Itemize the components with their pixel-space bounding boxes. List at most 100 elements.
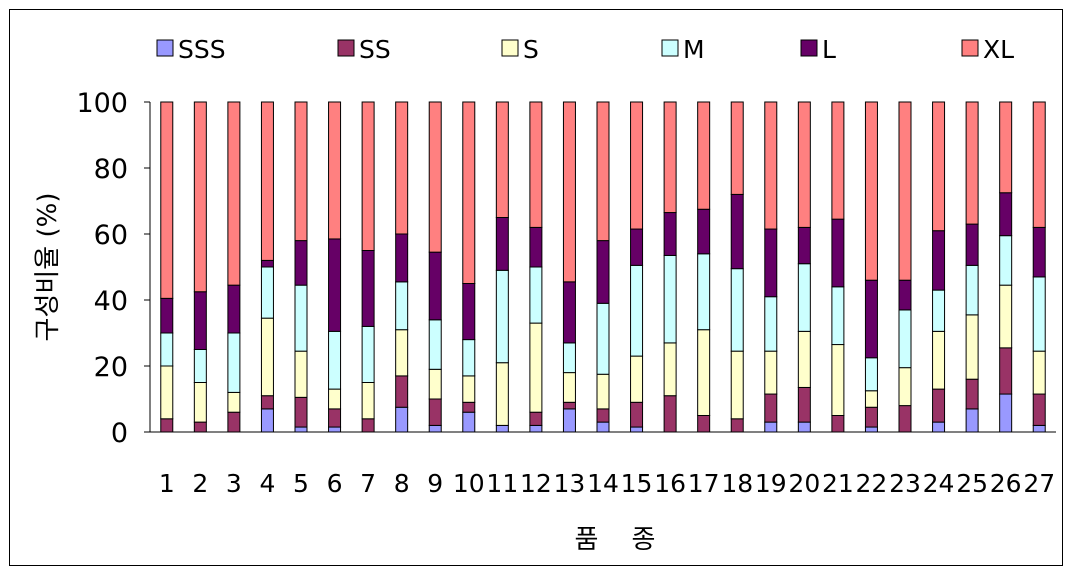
bar-segment-s	[294, 350, 308, 398]
bar-segment-ss	[1032, 393, 1046, 426]
bar-segment-s	[764, 350, 778, 395]
bar-segment-l	[294, 240, 308, 286]
bar-segment-m	[596, 302, 610, 375]
bar-segment-sss	[1032, 424, 1046, 433]
x-tick-label: 2	[192, 469, 208, 498]
bar-segment-xl	[663, 101, 677, 214]
bar-segment-sss	[462, 411, 476, 433]
legend-label-sss: SSS	[178, 35, 226, 64]
bar-segment-m	[260, 266, 274, 319]
bar-segment-l	[227, 284, 241, 334]
bar-segment-xl	[630, 101, 644, 230]
legend-label-ss: SS	[359, 35, 391, 64]
bar-segment-l	[596, 240, 610, 304]
bar-segment-xl	[864, 101, 878, 281]
y-axis-title: 구성비율 (%)	[33, 193, 63, 342]
bar-segment-m	[965, 264, 979, 316]
bar-segment-ss	[797, 386, 811, 423]
bar-segment-m	[462, 339, 476, 377]
bar-segment-sss	[529, 424, 543, 433]
bar-segment-sss	[395, 406, 409, 433]
bar-segment-xl	[428, 101, 442, 253]
bar-segment-ss	[697, 415, 711, 433]
bar-segment-ss	[328, 408, 342, 428]
y-tick-label: 60	[94, 220, 128, 251]
bar-segment-xl	[831, 101, 845, 220]
legend-label-l: L	[822, 35, 836, 64]
bar-segment-ss	[831, 415, 845, 433]
legend-swatch-ss	[337, 39, 355, 57]
bar-segment-s	[932, 330, 946, 390]
bar-segment-xl	[730, 101, 744, 195]
bar-segment-s	[260, 317, 274, 397]
bar-segment-xl	[697, 101, 711, 210]
legend-label-xl: XL	[983, 35, 1014, 64]
bar-segment-m	[932, 289, 946, 332]
bar-segment-m	[764, 296, 778, 352]
bar-segment-l	[562, 281, 576, 344]
bar-segment-l	[1032, 226, 1046, 278]
bar-segment-s	[529, 322, 543, 413]
bar-segment-sss	[428, 424, 442, 433]
bar-segment-s	[831, 344, 845, 416]
bar-segment-m	[294, 284, 308, 352]
bar-segment-ss	[898, 405, 912, 433]
x-axis-title: 품 종	[575, 525, 656, 555]
bar-segment-sss	[495, 424, 509, 433]
x-tick-label: 8	[394, 469, 410, 498]
bar-segment-s	[193, 382, 207, 423]
bar-segment-sss	[294, 426, 308, 433]
x-tick-label: 21	[822, 469, 854, 498]
bar-segment-sss	[260, 408, 274, 433]
x-tick-label: 18	[721, 469, 753, 498]
bar-segment-l	[529, 226, 543, 268]
bar-segment-l	[697, 208, 711, 255]
bar-segment-ss	[630, 401, 644, 428]
bar-segment-xl	[764, 101, 778, 230]
x-tick-label: 25	[956, 469, 988, 498]
bar-segment-l	[462, 283, 476, 341]
x-tick-label: 14	[587, 469, 619, 498]
bar-segment-l	[428, 251, 442, 321]
bar-segment-sss	[864, 426, 878, 433]
bar-segment-l	[328, 238, 342, 332]
bar-segment-xl	[1032, 101, 1046, 228]
bar-segment-ss	[160, 418, 174, 433]
bar-segment-m	[797, 263, 811, 332]
x-tick-label: 24	[923, 469, 955, 498]
x-tick-label: 10	[453, 469, 485, 498]
legend-swatch-l	[800, 39, 818, 57]
bar-segment-m	[630, 264, 644, 357]
bar-segment-m	[562, 342, 576, 374]
bar-segment-s	[730, 350, 744, 420]
bar-segment-l	[797, 226, 811, 265]
bar-segment-xl	[965, 101, 979, 225]
x-tick-label: 12	[520, 469, 552, 498]
bar-segment-ss	[193, 421, 207, 433]
x-tick-label: 4	[259, 469, 275, 498]
bar-segment-ss	[562, 401, 576, 410]
bar-segment-xl	[999, 101, 1013, 194]
bar-segment-xl	[328, 101, 342, 240]
bar-segment-ss	[294, 396, 308, 428]
bar-segment-s	[495, 362, 509, 426]
legend-swatch-xl	[961, 39, 979, 57]
bar-segment-ss	[428, 398, 442, 426]
bar-segment-sss	[630, 426, 644, 433]
bar-segment-ss	[663, 395, 677, 433]
bar-segment-ss	[529, 411, 543, 426]
bar-segment-s	[462, 375, 476, 403]
x-tick-label: 6	[327, 469, 343, 498]
bar-segment-s	[395, 329, 409, 377]
bar-segment-s	[965, 314, 979, 380]
bar-segment-ss	[361, 418, 375, 433]
bar-segment-xl	[562, 101, 576, 283]
bar-segment-l	[495, 217, 509, 271]
bar-segment-l	[898, 279, 912, 311]
bar-segment-ss	[462, 401, 476, 413]
x-tick-label: 11	[486, 469, 518, 498]
bar-segment-m	[361, 325, 375, 383]
bar-segment-l	[160, 297, 174, 334]
bar-segment-ss	[596, 408, 610, 423]
